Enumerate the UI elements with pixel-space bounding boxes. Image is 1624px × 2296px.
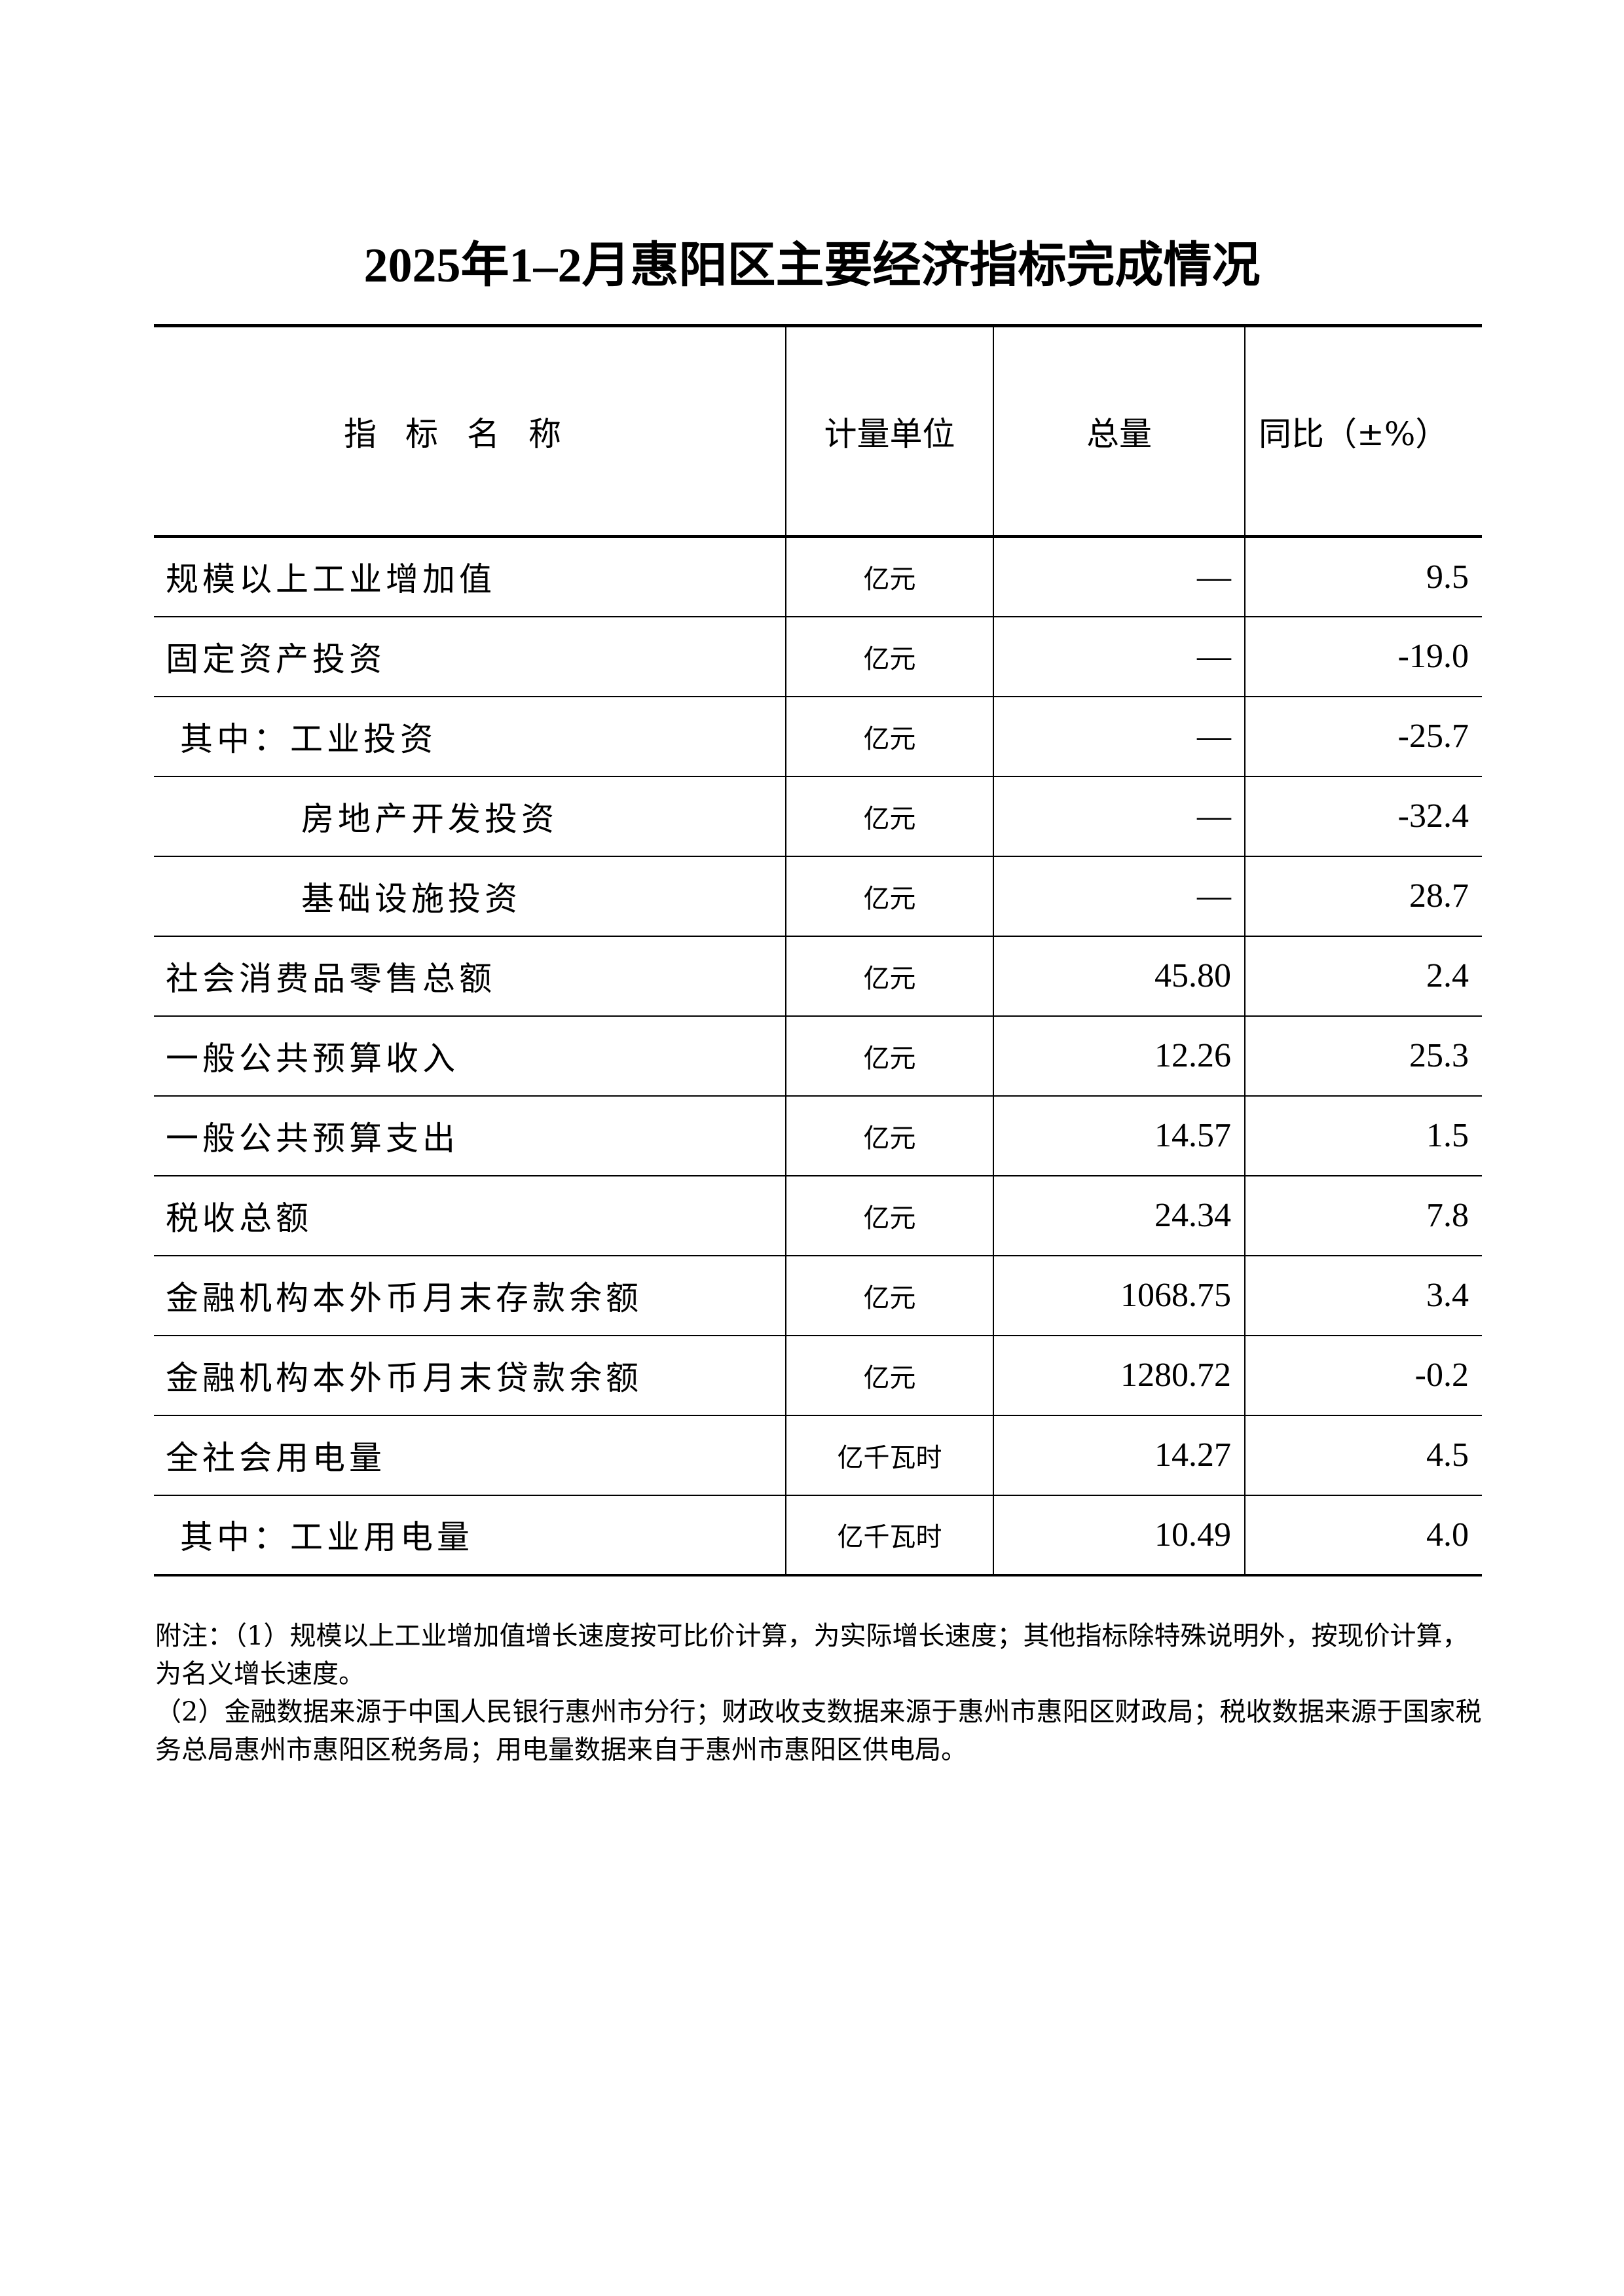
indicator-name: 基础设施投资 — [154, 856, 786, 937]
total-cell: 10.49 — [993, 1495, 1246, 1576]
header-unit: 计量单位 — [785, 324, 994, 538]
indicator-name: 全社会用电量 — [154, 1415, 786, 1496]
yoy-cell: 25.3 — [1244, 1015, 1482, 1097]
table-row: 固定资产投资 亿元 — -19.0 — [154, 616, 1482, 697]
header-indicator-name: 指标名称 — [154, 324, 786, 538]
footnote-2: （2）金融数据来源于中国人民银行惠州市分行；财政收支数据来源于惠州市惠阳区财政局… — [155, 1697, 1482, 1765]
indicator-name: 金融机构本外币月末贷款余额 — [154, 1335, 786, 1416]
unit-cell: 亿元 — [785, 536, 994, 617]
table-row: 社会消费品零售总额 亿元 45.80 2.4 — [154, 936, 1482, 1017]
total-cell: 12.26 — [993, 1015, 1246, 1097]
table-row: 金融机构本外币月末贷款余额 亿元 1280.72 -0.2 — [154, 1335, 1482, 1416]
unit-cell: 亿千瓦时 — [785, 1415, 994, 1496]
table-row: 税收总额 亿元 24.34 7.8 — [154, 1175, 1482, 1256]
total-cell: — — [993, 536, 1246, 617]
yoy-cell: 3.4 — [1244, 1255, 1482, 1336]
unit-cell: 亿元 — [785, 856, 994, 937]
indicator-name: 规模以上工业增加值 — [154, 536, 786, 617]
unit-cell: 亿元 — [785, 776, 994, 857]
table-row: 一般公共预算收入 亿元 12.26 25.3 — [154, 1015, 1482, 1097]
indicator-name: 房地产开发投资 — [154, 776, 786, 857]
indicator-name: 其中：工业投资 — [154, 696, 786, 777]
yoy-cell: 7.8 — [1244, 1175, 1482, 1256]
yoy-cell: 2.4 — [1244, 936, 1482, 1017]
yoy-cell: -25.7 — [1244, 696, 1482, 777]
total-cell: 45.80 — [993, 936, 1246, 1017]
yoy-cell: 4.5 — [1244, 1415, 1482, 1496]
table-header-row: 指标名称 计量单位 总量 同比（±%） — [154, 324, 1482, 538]
yoy-cell: -0.2 — [1244, 1335, 1482, 1416]
table-row: 基础设施投资 亿元 —28.7 — [154, 856, 1482, 937]
page-title: 2025年1–2月惠阳区主要经济指标完成情况 — [363, 239, 1261, 293]
table-row: 规模以上工业增加值 亿元 —9.5 — [154, 536, 1482, 617]
total-cell: 1280.72 — [993, 1335, 1246, 1416]
indicator-name: 税收总额 — [154, 1175, 786, 1256]
total-cell: 14.57 — [993, 1095, 1246, 1176]
yoy-cell: 4.0 — [1244, 1495, 1482, 1576]
yoy-cell: 1.5 — [1244, 1095, 1482, 1176]
yoy-cell: -19.0 — [1244, 616, 1482, 697]
unit-cell: 亿元 — [785, 696, 994, 777]
unit-cell: 亿元 — [785, 1095, 994, 1176]
header-total: 总量 — [993, 324, 1246, 538]
indicator-name: 金融机构本外币月末存款余额 — [154, 1255, 786, 1336]
total-cell: — — [993, 696, 1246, 777]
yoy-cell: 28.7 — [1244, 856, 1482, 937]
unit-cell: 亿元 — [785, 1255, 994, 1336]
table-row: 其中：工业投资 亿元 — -25.7 — [154, 696, 1482, 777]
total-cell: — — [993, 856, 1246, 937]
footnote-1: 附注：（1）规模以上工业增加值增长速度按可比价计算，为实际增长速度；其他指标除特… — [155, 1621, 1469, 1689]
unit-cell: 亿元 — [785, 936, 994, 1017]
yoy-cell: 9.5 — [1244, 536, 1482, 617]
table-row: 其中：工业用电量 亿千瓦时 10.49 4.0 — [154, 1495, 1482, 1576]
total-cell: 1068.75 — [993, 1255, 1246, 1336]
table-row: 一般公共预算支出 亿元 14.57 1.5 — [154, 1095, 1482, 1176]
indicator-name: 固定资产投资 — [154, 616, 786, 697]
unit-cell: 亿千瓦时 — [785, 1495, 994, 1576]
indicator-name: 其中：工业用电量 — [154, 1495, 786, 1576]
unit-cell: 亿元 — [785, 1175, 994, 1256]
unit-cell: 亿元 — [785, 616, 994, 697]
table-row: 房地产开发投资 亿元 — -32.4 — [154, 776, 1482, 857]
indicator-name: 社会消费品零售总额 — [154, 936, 786, 1017]
indicator-table: 指标名称 计量单位 总量 同比（±%） 规模以上工业增加值 亿元 —9.5 固定资产投… — [154, 324, 1482, 1576]
table-row: 全社会用电量 亿千瓦时 14.27 4.5 — [154, 1415, 1482, 1496]
unit-cell: 亿元 — [785, 1335, 994, 1416]
total-cell: 24.34 — [993, 1175, 1246, 1256]
total-cell: 14.27 — [993, 1415, 1246, 1496]
total-cell: — — [993, 616, 1246, 697]
yoy-cell: -32.4 — [1244, 776, 1482, 857]
indicator-name: 一般公共预算收入 — [154, 1015, 786, 1097]
table-row: 金融机构本外币月末存款余额 亿元 1068.75 3.4 — [154, 1255, 1482, 1336]
total-cell: — — [993, 776, 1246, 857]
unit-cell: 亿元 — [785, 1015, 994, 1097]
header-yoy: 同比（±%） — [1244, 324, 1482, 538]
footnotes: 附注：（1）规模以上工业增加值增长速度按可比价计算，为实际增长速度；其他指标除特… — [155, 1617, 1485, 1769]
indicator-name: 一般公共预算支出 — [154, 1095, 786, 1176]
